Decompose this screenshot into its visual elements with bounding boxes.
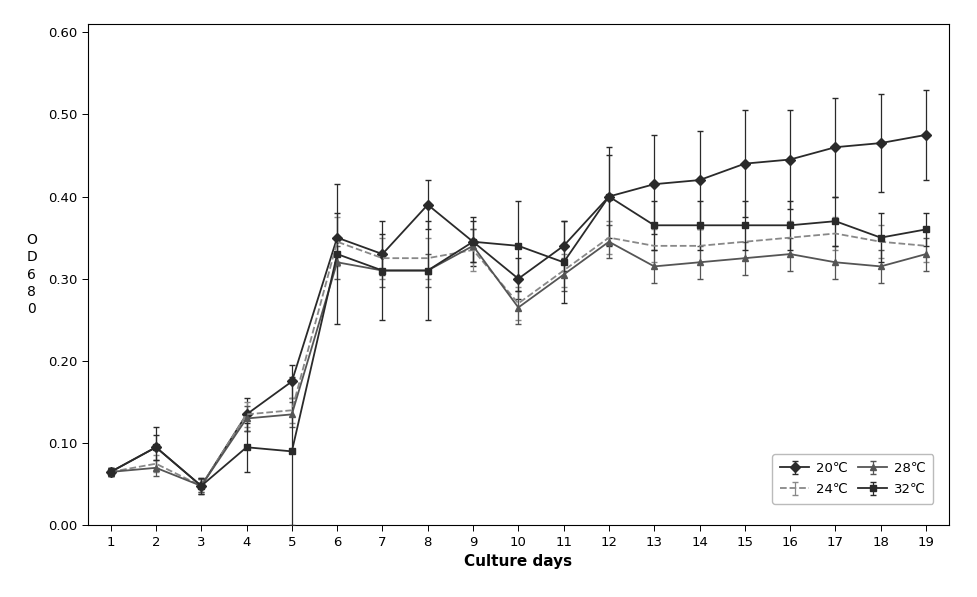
Legend: 20℃, 24℃, 28℃, 32℃: 20℃, 24℃, 28℃, 32℃ [772, 454, 932, 504]
Y-axis label: O
D
6
8
0: O D 6 8 0 [26, 233, 37, 316]
X-axis label: Culture days: Culture days [464, 555, 572, 570]
